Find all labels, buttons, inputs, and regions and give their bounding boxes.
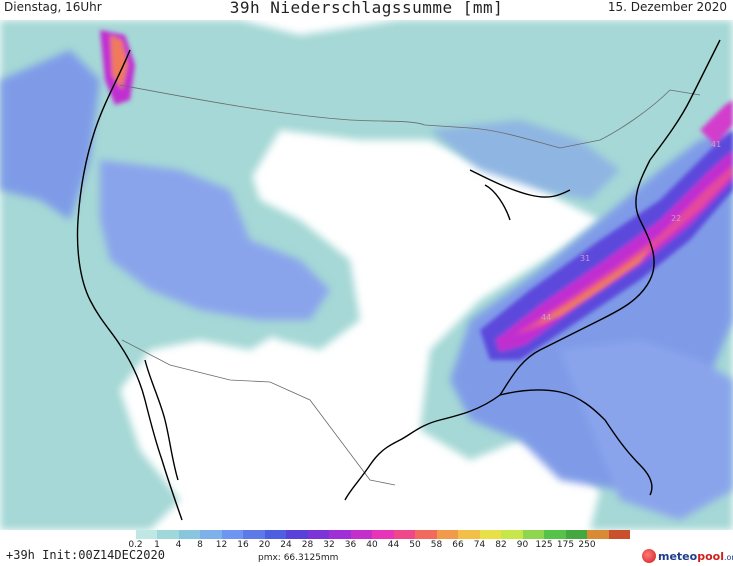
colorbar-swatch: [157, 530, 179, 539]
colorbar-tick-label: 16: [237, 540, 249, 550]
colorbar-swatch: [135, 530, 157, 539]
init-time-label: +39h Init:00Z14DEC2020: [6, 548, 165, 562]
colorbar-tick-label: 32: [323, 540, 335, 550]
colorbar-swatch: [458, 530, 480, 539]
coastlines: [76, 39, 721, 521]
colorbar-swatch: [479, 530, 501, 539]
colorbar-swatch: [264, 530, 286, 539]
map-canvas: 41 22 31 44: [0, 20, 733, 530]
colorbar-swatch: [415, 530, 437, 539]
colorbar-swatch: [544, 530, 566, 539]
forecast-date-label: 15. Dezember 2020: [607, 0, 727, 14]
colorbar-tick-label: 250: [578, 540, 596, 550]
colorbar-tick-label: 90: [516, 540, 529, 550]
station-value-d: 44: [541, 313, 551, 322]
colorbar-tick-label: 175: [556, 540, 575, 550]
heavy-precip-band: [480, 100, 733, 360]
colorbar-tick-label: 40: [366, 540, 378, 550]
forecast-day-label: Dienstag, 16Uhr: [4, 0, 102, 14]
logo-wordmark: meteopool.org: [658, 549, 733, 563]
station-value-a: 41: [711, 140, 721, 149]
colorbar-tick-label: 125: [535, 540, 553, 550]
colorbar-swatch: [114, 530, 136, 539]
colorbar-tick-label: 12: [215, 540, 228, 550]
logo-icon: [642, 549, 656, 563]
map-title: 39h Niederschlagssumme [mm]: [229, 0, 504, 17]
colorbar-tick-label: 20: [258, 540, 271, 550]
precipitation-map: 41 22 31 44: [0, 20, 733, 530]
colorbar-swatch: [286, 530, 308, 539]
colorbar-swatch: [350, 530, 372, 539]
colorbar-swatch: [329, 530, 351, 539]
colorbar-tick-label: 58: [430, 540, 443, 550]
colorbar-tick-label: 82: [495, 540, 507, 550]
colorbar-tick-label: 66: [452, 540, 464, 550]
colorbar-swatch: [522, 530, 544, 539]
colorbar-swatch: [178, 530, 200, 539]
colorbar-tick-label: 44: [387, 540, 400, 550]
colorbar-tick-label: 36: [344, 540, 357, 550]
colorbar-tick-label: 28: [301, 540, 314, 550]
colorbar-swatch: [243, 530, 265, 539]
station-value-c: 31: [580, 254, 590, 263]
pmx-value: pmx: 66.3125mm: [258, 553, 339, 563]
colorbar-tick-label: 74: [473, 540, 486, 550]
colorbar-swatch: [501, 530, 523, 539]
footer-bar: 0.2 1 4 8 12 16 20 24 28 32 36 40 44 50 58 66 74 82 90 125 1…: [0, 530, 733, 566]
colorbar-swatch: [436, 530, 458, 539]
colorbar-tick-label: 4: [175, 540, 182, 550]
colorbar-swatch: [587, 530, 609, 539]
precip-colorbar: [114, 530, 630, 539]
colorbar-tick-label: 0.2: [128, 540, 143, 550]
colorbar-tick-label: 24: [280, 540, 292, 550]
colorbar-swatch: [307, 530, 329, 539]
country-borders: [119, 84, 701, 486]
colorbar-swatch: [393, 530, 415, 539]
colorbar-swatch: [200, 530, 222, 539]
meteopool-logo[interactable]: meteopool.org: [642, 547, 733, 565]
colorbar-swatch: [608, 530, 630, 539]
colorbar-swatch: [565, 530, 587, 539]
colorbar-swatch: [221, 530, 243, 539]
station-value-b: 22: [671, 214, 681, 223]
colorbar-tick-label: 8: [197, 540, 203, 550]
colorbar-tick-label: 50: [409, 540, 421, 550]
colorbar-swatch: [372, 530, 394, 539]
colorbar-tick-label: 1: [154, 540, 160, 550]
colorbar-ticks: 0.2 1 4 8 12 16 20 24 28 32 36 40 44 50 58 66 74 82 90 125 1…: [114, 540, 630, 552]
header-bar: Dienstag, 16Uhr 39h Niederschlagssumme […: [0, 0, 733, 20]
